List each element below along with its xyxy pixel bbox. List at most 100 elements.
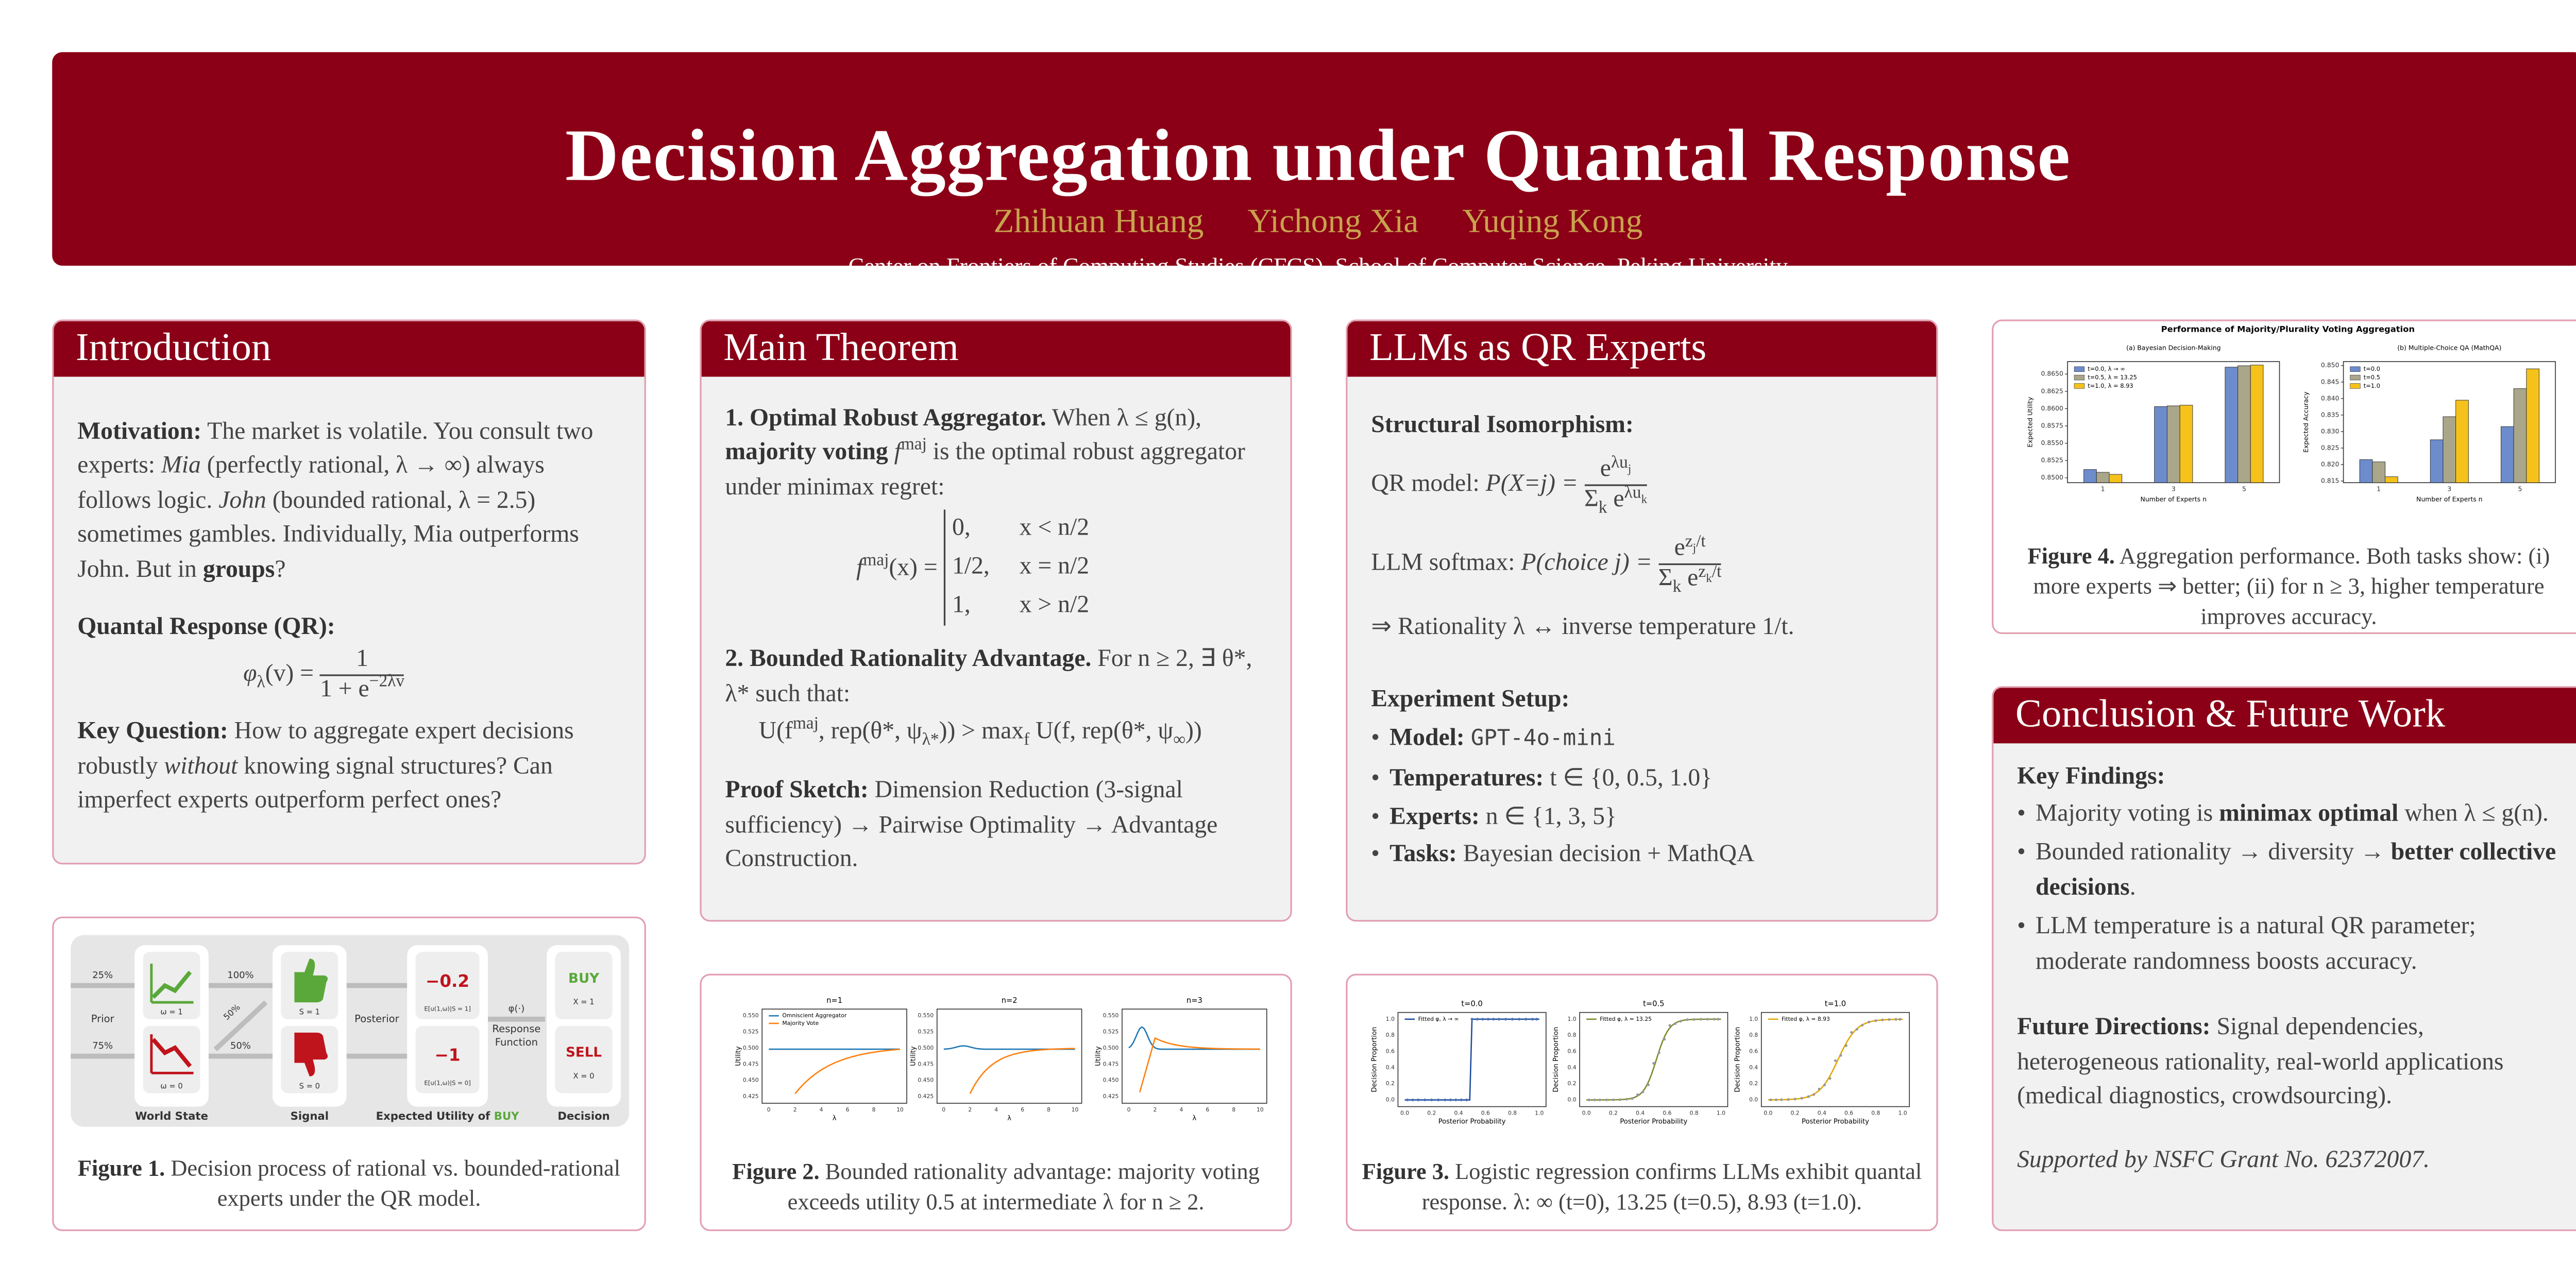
x-axis-label: λ [833,1115,837,1122]
y-tick-label: 0.525 [743,1029,759,1035]
diagram-label: X = 1 [573,998,595,1006]
x-tick-label: 1.0 [1717,1110,1725,1117]
text: . [2129,875,2136,902]
y-tick-label: 0.2 [1567,1080,1576,1087]
panel-heading: Introduction [54,321,645,377]
sample-dot [1465,1098,1468,1102]
bar [2455,400,2469,483]
panel-heading: Main Theorem [701,321,1291,377]
figure-caption: Figure 2. Bounded rationality advantage:… [715,1157,1277,1218]
sample-dot [1406,1098,1409,1102]
sample-dot [1449,1098,1452,1102]
shape: zk/t [1698,562,1721,584]
panel-subtitle: (b) Multiple-Choice QA (MathQA) [2397,344,2501,351]
curve [1768,1018,1903,1101]
x-tick-label: 0 [942,1106,945,1113]
text: The market is volatile. You consult two … [77,419,594,480]
x-tick-label: 10 [896,1106,904,1113]
bar [2083,469,2097,483]
sample-dot [1769,1098,1772,1101]
plot-frame [761,1008,907,1104]
y-axis-label: Expected Accuracy [2302,391,2310,452]
x-tick-label: 6 [1021,1106,1024,1113]
text: −2λv [369,674,405,692]
sample-dot [1444,1098,1447,1102]
shape: Σk eλuk [1584,483,1647,519]
x-tick-label: 10 [1257,1106,1264,1113]
y-tick-label: 0.825 [2321,443,2339,451]
sample-dot [1641,1090,1645,1093]
figure4-panel: Performance of Majority/Plurality Voting… [1992,319,2576,635]
diagram-label: 50% [230,1040,251,1051]
sample-dot [1437,1098,1440,1102]
legend-label: Majority Vote [782,1020,819,1027]
text: n ∈ {1, 3, 5} [1479,803,1617,830]
shape: 0, x < n/2 1/2, x = n/2 1, x > n/2 [943,510,1090,626]
setup-heading: Experiment Setup: [1371,682,1912,717]
legend-label: t=1.0 [2364,382,2380,389]
shape [555,1025,613,1093]
text: Aggregation performance. Both tasks show… [2033,543,2550,629]
text: t ∈ {0, 0.5, 1.0} [1544,765,1713,792]
text: λu [1624,483,1641,502]
text: 1, [952,592,971,620]
y-tick-label: 0.425 [1103,1093,1119,1100]
x-tick-label: 0.6 [1663,1110,1671,1117]
legend-label: Fitted φ, λ = 13.25 [1600,1016,1652,1022]
shape: 1. Optimal Robust Aggregator. When λ ≤ g… [702,377,1291,877]
x-tick-label: 0.4 [1454,1110,1463,1117]
x-tick-label: 6 [846,1106,850,1113]
x-tick-label: 1.0 [1535,1110,1544,1117]
panel-title: t=1.0 [1825,999,1846,1008]
text: Proof Sketch: [725,778,869,805]
diagram-label: E[u(1,ω)|S = 1] [424,1005,470,1013]
author: Yichong Xia [1247,203,1419,241]
text: k [1706,571,1712,585]
x-tick-label: 1.0 [1898,1110,1907,1117]
y-tick-label: 0.4 [1749,1064,1758,1071]
figure-caption: Figure 1. Decision process of rational v… [67,1154,631,1214]
legend-label: t=0.0 [2364,365,2380,372]
text: 1 [319,646,405,677]
text: Signal dependencies, heterogeneous ratio… [2017,1015,2504,1110]
plot-frame [1760,1012,1910,1107]
shape [213,1000,268,1052]
y-tick-label: 1.0 [1749,1016,1758,1022]
y-tick-label: 0.550 [1103,1012,1119,1019]
diagram-label: 75% [92,1040,113,1051]
curve [1128,1026,1260,1050]
text: k [1598,500,1607,519]
sample-dot [1497,1018,1500,1021]
bar [2225,367,2239,483]
bar [2372,461,2385,483]
legend-swatch [2350,366,2361,372]
text: when λ ≤ g(n). [2398,801,2549,828]
sample-dot [1780,1098,1783,1101]
diagram-label: World State [135,1110,208,1123]
plot-frame [1122,1008,1267,1104]
x-axis-label: Number of Experts n [2141,495,2207,503]
text: maj [863,551,889,570]
panel-heading: Conclusion & Future Work [1993,688,2576,744]
shape [294,959,328,1003]
diagram-label: Decision [557,1110,609,1123]
sample-dot [1411,1098,1414,1102]
diagram-label: −0.2 [426,971,469,991]
diagram-label: Function [495,1036,538,1048]
sample-dot [1470,1018,1473,1021]
figure-caption: Figure 4. Aggregation performance. Both … [2007,541,2571,632]
sample-dot [1699,1018,1702,1021]
diagram-label: S = 0 [299,1082,320,1090]
legend-swatch [2074,366,2085,372]
text: x < n/2 [1019,515,1090,542]
rationality: ⇒ Rationality λ ↔ inverse temperature 1/… [1371,614,1794,642]
text: f [888,439,901,467]
sample-dot [1834,1059,1837,1062]
sample-dot [1818,1087,1821,1091]
text: is the optimal robust aggregator under m… [725,439,1245,501]
proof-sketch: Proof Sketch: Dimension Reduction (3-sig… [725,774,1266,877]
curve [794,1048,901,1094]
